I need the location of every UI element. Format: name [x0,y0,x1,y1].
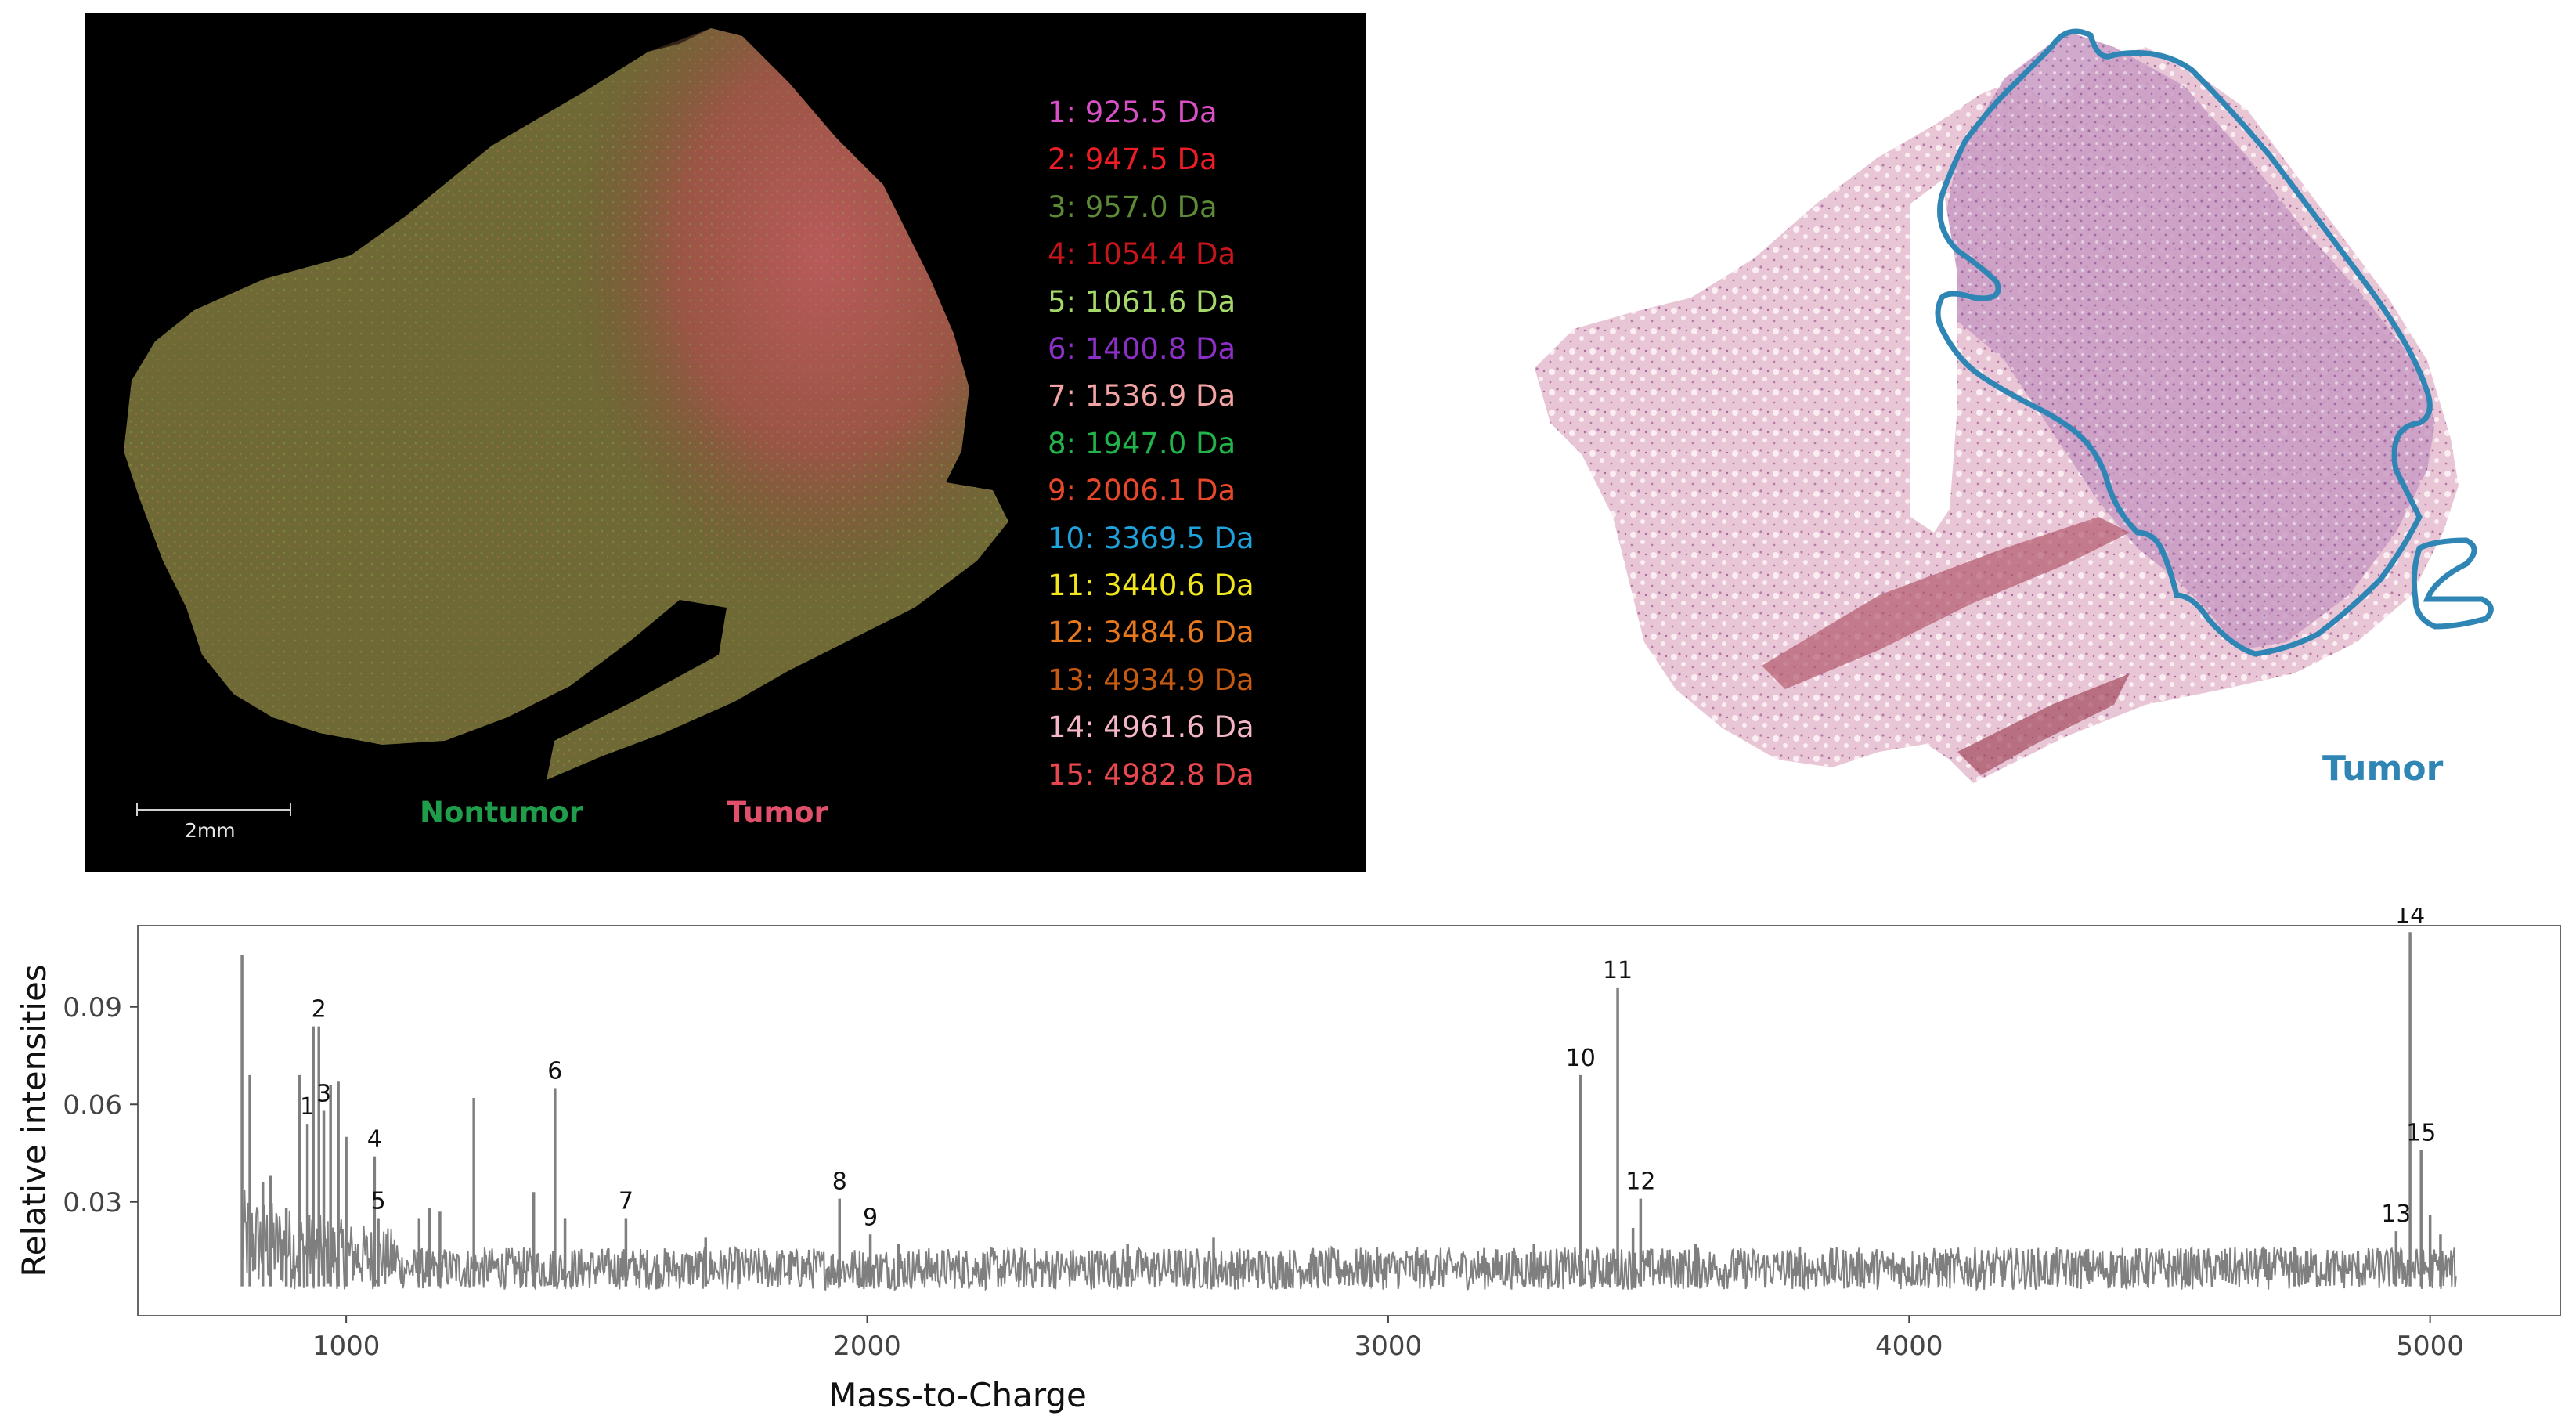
peak-label: 14 [2395,908,2425,929]
tumor-outline-small [2411,537,2494,630]
he-stain-image [1535,28,2494,783]
ion-image-panel: 1: 925.5 Da 2: 947.5 Da 3: 957.0 Da 4: 1054… [85,13,1366,872]
nontumor-label: Nontumor [420,796,583,829]
peak-label: 8 [832,1168,847,1196]
x-tick-label: 1000 [312,1331,381,1362]
peak-label: 2 [312,996,327,1024]
legend-item: 1: 925.5 Da [1048,96,1218,129]
ion-image-tissue [124,28,1008,780]
tumor-label-he-image: Tumor [2322,749,2444,789]
mass-spectrum-chart: 0.03 0.06 0.09 1000 2000 3000 4000 5000 Mass-to-… [15,908,2561,1414]
peak-label: 3 [316,1081,331,1108]
peak-label: 11 [1603,957,1633,984]
peak-label: 5 [371,1188,386,1215]
mass-legend: 1: 925.5 Da 2: 947.5 Da 3: 957.0 Da 4: 1054… [1048,89,1254,799]
legend-item: 11: 3440.6 Da [1048,569,1254,603]
x-tick-label: 4000 [1875,1331,1943,1362]
x-axis-label: Mass-to-Charge [828,1376,1087,1414]
peak-label: 13 [2381,1201,2411,1228]
legend-item: 3: 957.0 Da [1048,190,1218,224]
y-axis-label: Relative intensities [15,964,53,1276]
legend-item: 14: 4961.6 Da [1048,710,1254,745]
y-tick-label: 0.03 [63,1187,122,1219]
peak-label: 15 [2406,1119,2436,1146]
legend-item: 7: 1536.9 Da [1048,379,1236,413]
peak-label: 12 [1625,1168,1655,1196]
legend-item: 2: 947.5 Da [1048,143,1218,177]
x-tick-label: 5000 [2396,1331,2464,1362]
y-tick-label: 0.09 [63,992,122,1024]
x-tick-label: 2000 [833,1331,901,1362]
legend-item: 9: 2006.1 Da [1048,474,1236,508]
legend-item: 5: 1061.6 Da [1048,284,1236,319]
scale-bar-label: 2mm [185,819,236,842]
legend-item: 10: 3369.5 Da [1048,521,1254,555]
y-tick-label: 0.06 [63,1089,122,1121]
peak-label: 1 [300,1093,315,1121]
scale-bar [136,803,291,816]
spectrum-baseline [241,1190,2457,1292]
peak-label: 9 [863,1204,878,1231]
peak-label: 4 [367,1126,382,1154]
legend-item: 6: 1400.8 Da [1048,332,1236,366]
tumor-label-ion-image: Tumor [727,796,828,829]
peak-label: 7 [619,1188,633,1215]
legend-item: 15: 4982.8 Da [1048,757,1254,792]
tumor-outline [1935,28,2433,657]
legend-item: 4: 1054.4 Da [1048,237,1236,272]
plot-frame [137,925,2561,1316]
legend-item: 8: 1947.0 Da [1048,426,1236,460]
legend-item: 13: 4934.9 Da [1048,663,1254,697]
peak-label: 10 [1566,1045,1596,1072]
legend-item: 12: 3484.6 Da [1048,616,1254,650]
peak-label: 6 [547,1058,562,1085]
x-tick-label: 3000 [1355,1331,1423,1362]
